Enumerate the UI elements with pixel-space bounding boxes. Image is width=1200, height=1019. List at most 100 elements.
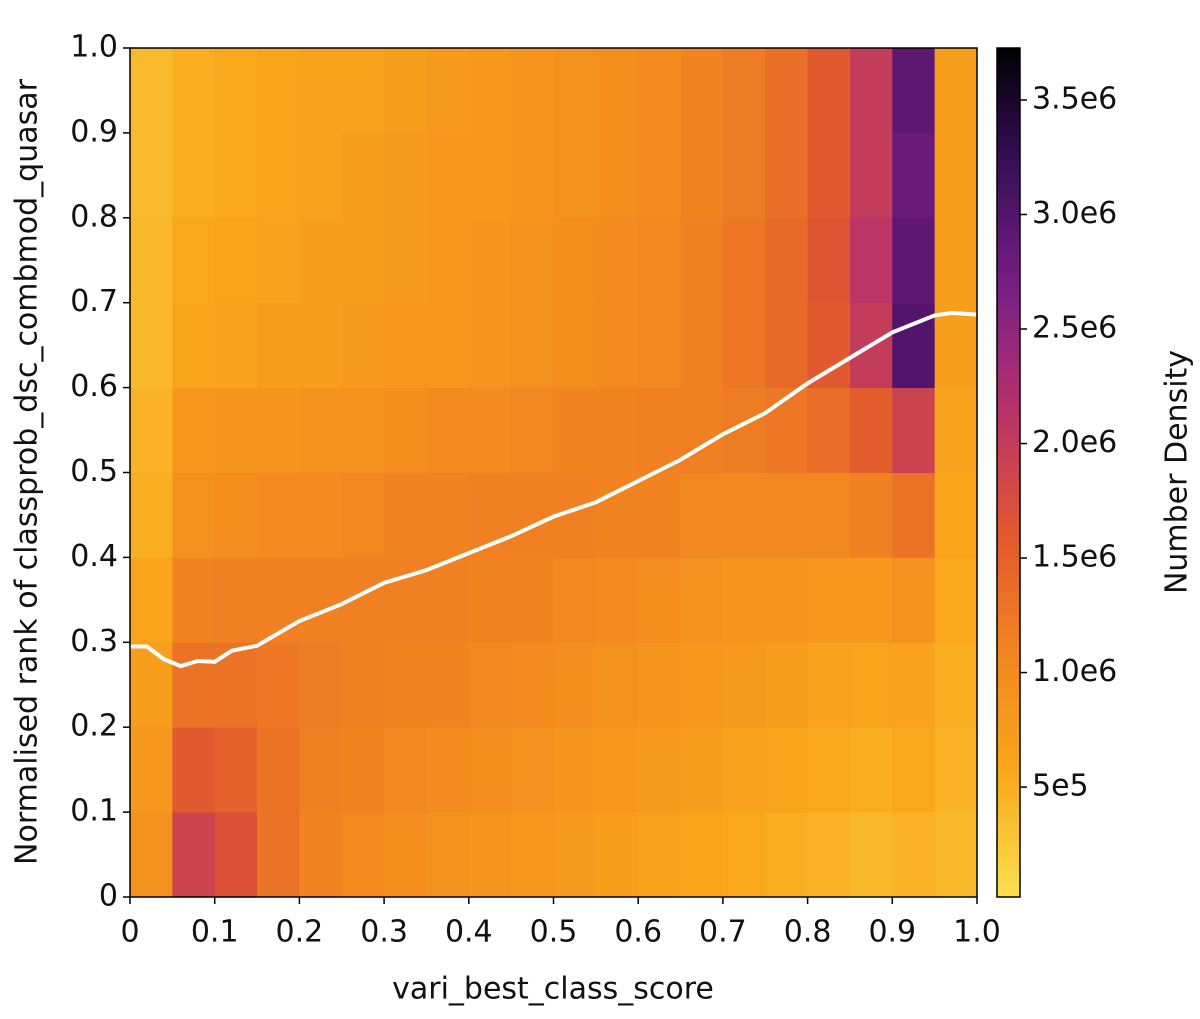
heatmap-cell [299, 812, 343, 898]
heatmap-cell [934, 472, 978, 558]
colorbar-tick-label: 2.0e6 [1032, 425, 1117, 460]
heatmap-cell [257, 812, 300, 898]
heatmap-cell [468, 387, 512, 473]
heatmap-cell [765, 642, 809, 728]
heatmap-cell [257, 302, 300, 389]
heatmap-cell [553, 217, 597, 304]
heatmap-cell [680, 557, 724, 643]
heatmap-cell [299, 472, 343, 558]
heatmap-cell [214, 132, 258, 219]
heatmap-cell [384, 387, 427, 473]
heatmap-cell [426, 727, 470, 813]
heatmap-cell [807, 302, 851, 389]
heatmap-cell [807, 472, 851, 558]
heatmap-cell [130, 387, 173, 473]
heatmap-cell [722, 472, 766, 558]
heatmap-cell [341, 132, 385, 219]
heatmap-cell [172, 557, 216, 643]
heatmap-cell [680, 48, 724, 134]
heatmap-cell [638, 387, 682, 473]
heatmap-cell [426, 642, 470, 728]
y-axis-label: Normalised rank of classprob_dsc_combmod… [10, 78, 45, 865]
heatmap-cell [511, 727, 554, 813]
heatmap-cell [680, 302, 724, 389]
heatmap-cell [807, 557, 851, 643]
heatmap-cell [130, 727, 173, 813]
heatmap-cell [680, 472, 724, 558]
colorbar-tick-label: 3.0e6 [1032, 196, 1117, 231]
heatmap-cell [214, 472, 258, 558]
heatmap-cell [511, 132, 554, 219]
x-tick-label: 0.3 [360, 915, 408, 950]
heatmap-cell [722, 557, 766, 643]
heatmap-cell [595, 217, 639, 304]
heatmap-cell [130, 472, 173, 558]
heatmap-cell [172, 302, 216, 389]
heatmap-cell [468, 48, 512, 134]
heatmap-cell [257, 642, 300, 728]
colorbar-tick-label: 2.5e6 [1032, 311, 1117, 346]
heatmap-cell [934, 557, 978, 643]
heatmap-cell [341, 642, 385, 728]
y-tick-label: 0.5 [70, 454, 118, 489]
heatmap-cell [595, 48, 639, 134]
heatmap-cell [595, 812, 639, 898]
heatmap-cell [257, 472, 300, 558]
heatmap-cell [172, 472, 216, 558]
heatmap-cell [892, 642, 936, 728]
heatmap-cell [553, 812, 597, 898]
heatmap-cell [849, 642, 893, 728]
heatmap-cell [722, 132, 766, 219]
heatmap-cell [299, 387, 343, 473]
heatmap-cell [299, 727, 343, 813]
heatmap-cell [426, 387, 470, 473]
heatmap-cell [722, 48, 766, 134]
heatmap-cell [680, 642, 724, 728]
heatmap-cell [934, 302, 978, 389]
heatmap-cell [426, 557, 470, 643]
heatmap-cell [638, 727, 682, 813]
heatmap-cell [341, 217, 385, 304]
heatmap-cell [595, 727, 639, 813]
heatmap-cell [214, 387, 258, 473]
colorbar-tick-label: 3.5e6 [1032, 81, 1117, 116]
heatmap-cell [595, 132, 639, 219]
heatmap-cell [384, 812, 427, 898]
heatmap-cell [341, 812, 385, 898]
heatmap-cell [214, 217, 258, 304]
heatmap-cell [384, 217, 427, 304]
heatmap-cell [680, 727, 724, 813]
heatmap-cell [172, 727, 216, 813]
x-tick-label: 0.2 [276, 915, 324, 950]
y-tick-label: 0.2 [70, 709, 118, 744]
heatmap-cell [257, 48, 300, 134]
x-tick-label: 1.0 [953, 915, 1001, 950]
heatmap-cell [426, 472, 470, 558]
heatmap-cell [214, 727, 258, 813]
heatmap-cell [553, 557, 597, 643]
x-tick-label: 0.9 [868, 915, 916, 950]
heatmap-cell [511, 812, 554, 898]
heatmap-cell [130, 642, 173, 728]
heatmap-cell [934, 387, 978, 473]
heatmap-cell [892, 727, 936, 813]
heatmap-cell [384, 642, 427, 728]
heatmap-cell [341, 48, 385, 134]
colorbar-label: Number Density [1160, 350, 1195, 594]
heatmap-cell [384, 727, 427, 813]
heatmap-cell [511, 48, 554, 134]
heatmap-cell [257, 557, 300, 643]
heatmap-cell [299, 302, 343, 389]
heatmap-cell [595, 472, 639, 558]
heatmap-cell [765, 812, 809, 898]
x-tick-label: 0.7 [699, 915, 747, 950]
heatmap-cell [172, 217, 216, 304]
heatmap-cell [299, 557, 343, 643]
heatmap-cell [214, 642, 258, 728]
heatmap-cell [680, 132, 724, 219]
heatmap-cell [849, 132, 893, 219]
heatmap-cell [638, 642, 682, 728]
heatmap-cell [511, 217, 554, 304]
y-tick-label: 0.4 [70, 539, 118, 574]
heatmap-cell [765, 387, 809, 473]
